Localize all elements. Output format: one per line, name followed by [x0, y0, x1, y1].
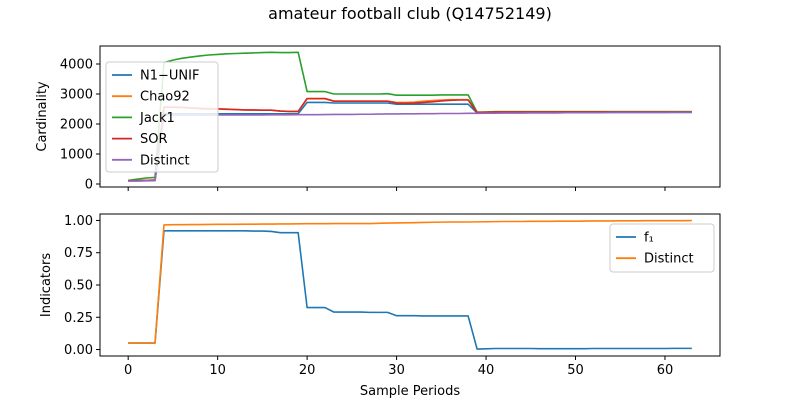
legend-label: f₁: [644, 231, 654, 246]
legend: f₁ Distinct: [609, 223, 715, 273]
indicators-panel: 0 10 20 30 40 50 60 0.00 0.25 0.50 0.75 1.00 Indicat…: [39, 213, 721, 399]
y-tick-label: 0.50: [64, 279, 93, 294]
x-tick-label: 10: [209, 363, 226, 378]
x-tick-label: 0: [124, 363, 132, 378]
y-axis-label: Cardinality: [35, 81, 50, 152]
legend-label: N1−UNIF: [140, 69, 199, 84]
y-tick-label: 2000: [60, 118, 93, 133]
y-tick-label: 1.00: [64, 214, 93, 229]
x-tick-label: 50: [567, 363, 584, 378]
legend-box: [609, 223, 715, 273]
legend-label: Distinct: [140, 153, 190, 168]
x-tick-label: 30: [388, 363, 405, 378]
y-tick-label: 3000: [60, 88, 93, 103]
cardinality-panel: 0 1000 2000 3000 4000 Cardinality N1−UNIF Chao9…: [35, 45, 721, 193]
legend-label: Jack1: [139, 111, 175, 126]
x-axis-label: Sample Periods: [360, 384, 460, 399]
axes-frame: [99, 45, 721, 188]
legend-label: Distinct: [644, 252, 694, 267]
y-tick-label: 0.25: [64, 311, 93, 326]
x-tick-label: 20: [299, 363, 316, 378]
y-axis-label: Indicators: [39, 253, 54, 317]
x-tick-label: 40: [478, 363, 495, 378]
legend-label: Chao92: [140, 90, 190, 105]
legend-label: SOR: [140, 132, 168, 147]
x-tick-label: 60: [657, 363, 674, 378]
y-tick-label: 0.00: [64, 343, 93, 358]
series-line-1-1: [128, 219, 692, 344]
y-tick-label: 0: [85, 178, 93, 193]
series-line-1-0: [128, 229, 692, 350]
y-tick-label: 4000: [60, 58, 93, 73]
y-tick-label: 0.75: [64, 246, 93, 261]
legend: N1−UNIF Chao92 Jack1 SOR Distinct: [105, 61, 219, 173]
series-line-0-4: [128, 111, 692, 182]
figure-title: amateur football club (Q14752149): [268, 4, 552, 23]
legend-box: [105, 61, 219, 173]
y-tick-label: 1000: [60, 148, 93, 163]
